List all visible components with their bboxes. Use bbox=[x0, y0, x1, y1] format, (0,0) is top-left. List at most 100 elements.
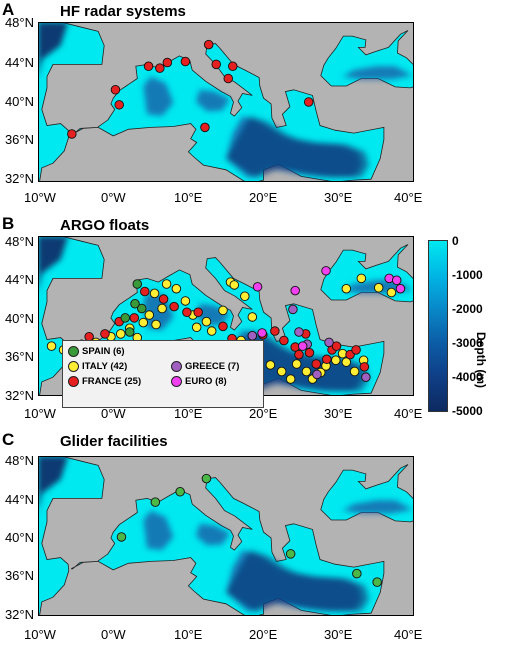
colorbar-tick: -4000 bbox=[452, 370, 483, 384]
argo-float-marker bbox=[294, 349, 304, 360]
argo-float-marker bbox=[247, 331, 258, 341]
lon-label: 10°W bbox=[24, 190, 56, 205]
argo-float-marker bbox=[341, 357, 352, 367]
depth-colorbar bbox=[428, 240, 448, 412]
argo-float-marker bbox=[201, 316, 212, 327]
argo-float-marker bbox=[276, 366, 287, 377]
glider-facility-marker bbox=[116, 532, 127, 542]
legend-label: EURO (8) bbox=[185, 376, 227, 387]
argo-legend: SPAIN (6) ITALY (42) FRANCE (25) GREECE … bbox=[62, 340, 264, 408]
argo-float-marker bbox=[373, 283, 384, 293]
argo-float-marker bbox=[137, 303, 147, 314]
radar-site-marker bbox=[228, 61, 238, 71]
lon-label: 0°W bbox=[101, 627, 126, 642]
map-frame bbox=[38, 22, 414, 182]
legend-label: ITALY (42) bbox=[82, 361, 128, 372]
argo-float-marker bbox=[218, 321, 228, 332]
argo-float-marker bbox=[130, 299, 140, 309]
deep-basins bbox=[38, 456, 413, 613]
legend-label: GREECE (7) bbox=[185, 361, 240, 372]
legend-item-greece: GREECE (7) bbox=[171, 361, 239, 372]
argo-float-marker bbox=[240, 291, 250, 301]
argo-float-marker bbox=[312, 369, 322, 380]
colorbar-title: Depth (m) bbox=[474, 332, 488, 388]
argo-float-marker bbox=[391, 275, 402, 285]
lat-label: 32°N bbox=[4, 171, 34, 186]
argo-float-marker bbox=[193, 307, 203, 317]
radar-site-marker bbox=[211, 59, 221, 70]
argo-float-marker bbox=[229, 280, 240, 290]
argo-float-marker bbox=[115, 329, 126, 339]
legend-label: SPAIN (6) bbox=[82, 346, 125, 357]
lon-label: 20°E bbox=[249, 190, 278, 205]
argo-float-marker bbox=[182, 307, 192, 317]
argo-float-marker bbox=[129, 313, 140, 323]
argo-float-marker bbox=[157, 303, 167, 314]
lat-label: 48°N bbox=[4, 453, 34, 468]
lat-label: 44°N bbox=[4, 55, 34, 70]
glider-facility-marker bbox=[201, 473, 212, 484]
euro-swatch-icon bbox=[171, 376, 182, 387]
colorbar-tick: 0 bbox=[452, 234, 459, 248]
colorbar-tick: -1000 bbox=[452, 268, 483, 282]
glider-facility-marker bbox=[175, 487, 185, 497]
lat-label: 32°N bbox=[4, 607, 34, 622]
lon-label: 20°E bbox=[249, 627, 278, 642]
argo-float-marker bbox=[265, 360, 276, 370]
argo-float-marker bbox=[124, 327, 135, 337]
radar-site-marker bbox=[203, 39, 214, 50]
argo-float-marker bbox=[321, 266, 331, 276]
glider-facility-marker bbox=[285, 549, 296, 559]
glider-facility-marker bbox=[150, 497, 161, 507]
argo-float-marker bbox=[180, 296, 191, 306]
radar-site-marker bbox=[67, 129, 77, 139]
argo-float-marker bbox=[322, 354, 332, 365]
lat-label: 40°N bbox=[4, 94, 34, 109]
argo-float-marker bbox=[331, 341, 342, 351]
argo-float-marker bbox=[132, 279, 143, 289]
argo-float-marker bbox=[270, 326, 280, 336]
argo-float-marker bbox=[46, 341, 57, 351]
argo-float-marker bbox=[341, 283, 352, 294]
argo-float-marker bbox=[359, 362, 370, 372]
argo-float-marker bbox=[361, 372, 371, 382]
lat-label: 48°N bbox=[4, 15, 34, 30]
spain-swatch-icon bbox=[68, 346, 79, 357]
argo-float-marker bbox=[149, 288, 160, 299]
argo-float-marker bbox=[206, 326, 217, 336]
argo-float-marker bbox=[171, 283, 182, 294]
argo-float-marker bbox=[279, 335, 289, 346]
panel-b-letter: B bbox=[2, 214, 15, 233]
argo-float-marker bbox=[218, 305, 228, 316]
lon-label: 0°W bbox=[101, 190, 126, 205]
lon-label: 20°E bbox=[249, 406, 278, 421]
argo-float-marker bbox=[169, 301, 179, 312]
argo-float-marker bbox=[301, 366, 312, 377]
lon-label: 10°E bbox=[174, 190, 203, 205]
radar-site-marker bbox=[303, 97, 314, 107]
panel-a-letter: A bbox=[2, 0, 15, 19]
lon-label: 30°E bbox=[324, 190, 353, 205]
colorbar-tick: -2000 bbox=[452, 302, 483, 316]
legend-item-spain: SPAIN (6) bbox=[68, 346, 125, 357]
greece-swatch-icon bbox=[171, 361, 182, 372]
lat-label: 40°N bbox=[4, 311, 34, 326]
radar-site-marker bbox=[180, 56, 191, 67]
italy-swatch-icon bbox=[68, 361, 79, 372]
radar-site-marker bbox=[155, 63, 165, 73]
argo-float-marker bbox=[294, 327, 304, 337]
radar-site-marker bbox=[223, 73, 234, 84]
argo-float-marker bbox=[191, 322, 202, 333]
colorbar-tick: -5000 bbox=[452, 404, 483, 418]
panel-c-letter: C bbox=[2, 430, 15, 449]
argo-float-marker bbox=[288, 304, 298, 315]
argo-float-marker bbox=[100, 329, 110, 339]
argo-float-marker bbox=[257, 328, 267, 338]
glider-facility-marker bbox=[352, 568, 362, 579]
argo-float-marker bbox=[120, 313, 130, 323]
map-glider-facilities bbox=[38, 456, 414, 616]
argo-float-marker bbox=[304, 347, 315, 358]
panel-b-title: ARGO floats bbox=[60, 217, 150, 234]
map-frame bbox=[38, 456, 414, 616]
argo-float-marker bbox=[356, 273, 367, 284]
